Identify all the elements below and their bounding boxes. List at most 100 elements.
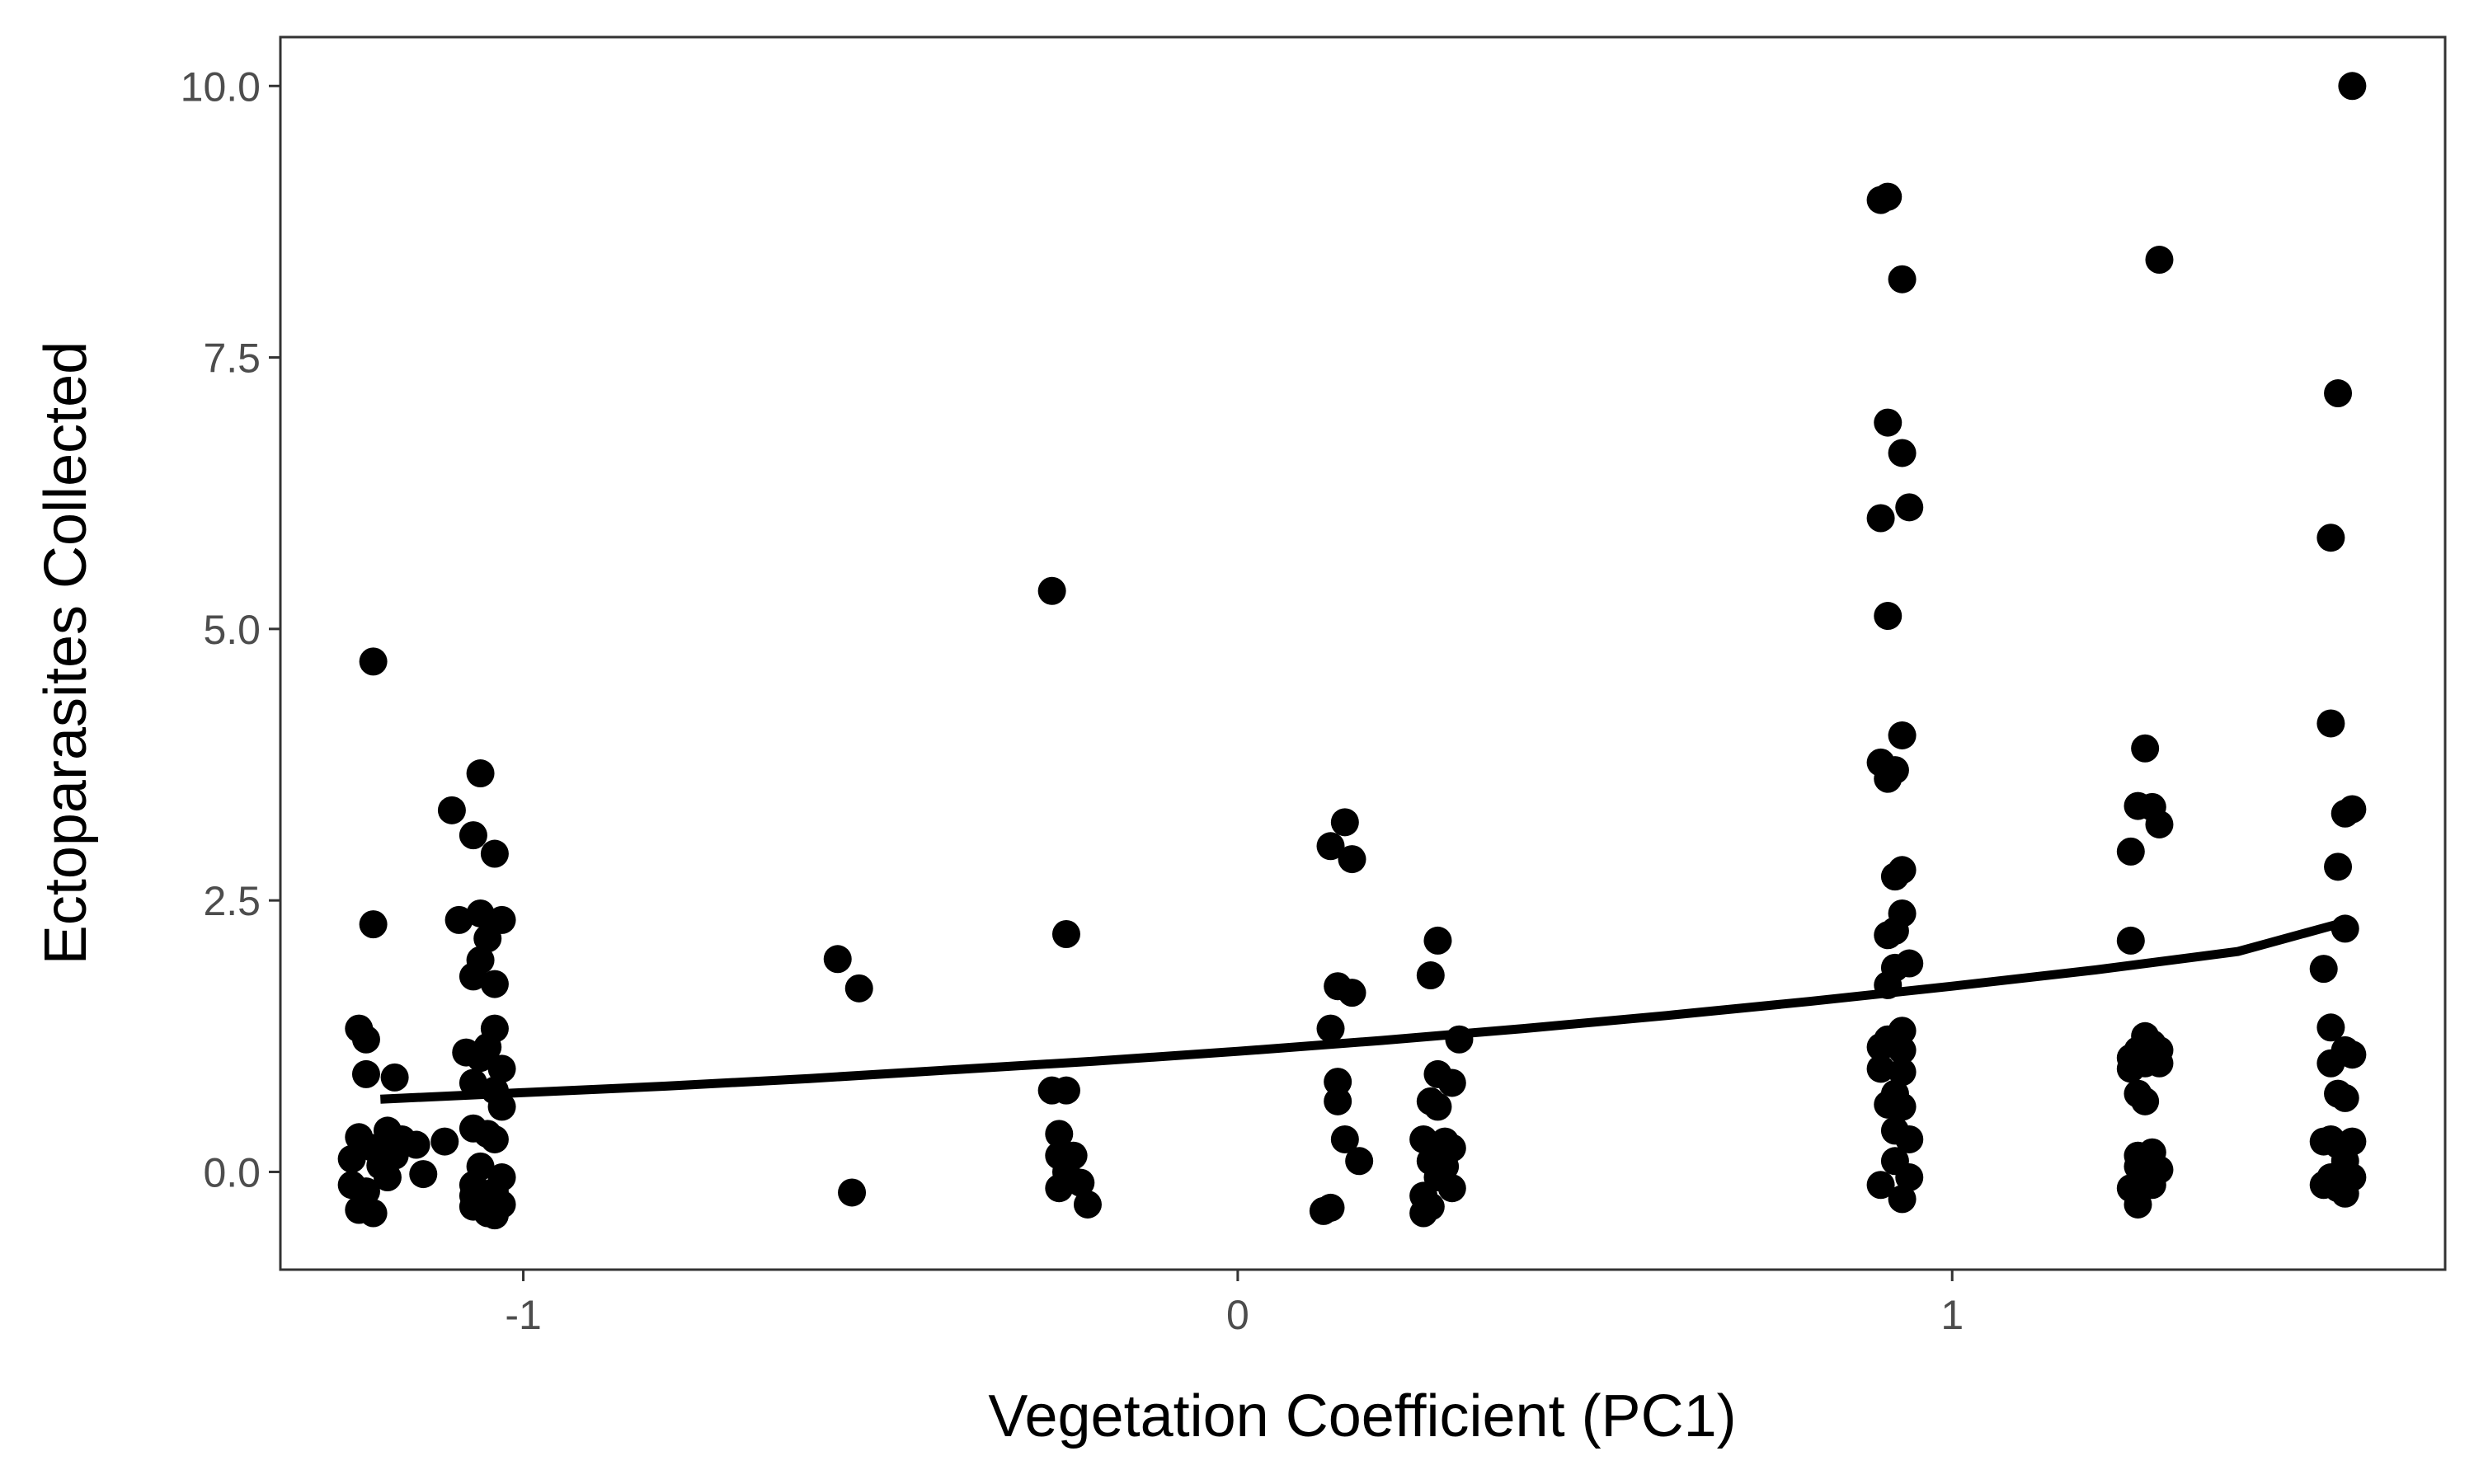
- data-point: [2131, 1087, 2160, 1115]
- data-point: [466, 759, 495, 788]
- data-point: [1066, 1168, 1095, 1197]
- data-point: [2131, 734, 2160, 763]
- data-point: [2324, 852, 2353, 881]
- data-point: [402, 1130, 430, 1159]
- data-point: [1051, 1076, 1080, 1105]
- data-point: [351, 1059, 380, 1088]
- data-point: [1880, 862, 1909, 891]
- data-point: [2316, 1049, 2345, 1078]
- y-tick-label: 7.5: [203, 336, 261, 382]
- trend-line: [380, 918, 2347, 1104]
- data-point: [1888, 721, 1917, 749]
- data-point: [1345, 1147, 1374, 1176]
- data-point: [380, 1063, 409, 1092]
- x-tick-label: -1: [505, 1292, 541, 1338]
- data-point: [1866, 1171, 1895, 1200]
- data-point: [480, 970, 509, 998]
- data-point: [1316, 832, 1345, 861]
- data-point: [1874, 408, 1903, 437]
- data-point: [1423, 1092, 1452, 1121]
- data-point: [1895, 493, 1924, 522]
- y-tick-label: 0.0: [203, 1149, 261, 1195]
- data-point: [1045, 1120, 1074, 1148]
- data-point: [1409, 1125, 1438, 1153]
- data-point: [1423, 926, 1452, 955]
- y-tick-label: 10.0: [181, 63, 261, 110]
- data-point: [2338, 72, 2367, 101]
- data-point: [1866, 504, 1895, 533]
- data-point: [1888, 1185, 1917, 1214]
- data-point: [359, 1199, 388, 1228]
- data-point: [2331, 1179, 2359, 1208]
- data-point: [2138, 1171, 2166, 1200]
- data-point: [373, 1163, 402, 1192]
- data-point: [838, 1178, 867, 1207]
- data-point: [1888, 265, 1917, 294]
- data-point: [1330, 808, 1359, 837]
- data-point: [1309, 1196, 1338, 1225]
- data-point: [2116, 1054, 2145, 1083]
- data-point: [380, 1141, 409, 1170]
- data-point: [1045, 1174, 1074, 1203]
- data-point: [1888, 1092, 1917, 1121]
- data-point: [487, 1054, 516, 1083]
- data-point: [459, 1181, 487, 1210]
- data-point: [459, 821, 487, 850]
- data-point: [1051, 919, 1080, 948]
- data-point: [2124, 1190, 2152, 1219]
- data-point: [2145, 246, 2174, 275]
- data-point: [2338, 1040, 2367, 1069]
- data-point: [466, 899, 495, 928]
- data-point: [1866, 1032, 1895, 1061]
- data-point: [1895, 1125, 1924, 1153]
- data-point: [337, 1144, 366, 1173]
- data-points: [337, 72, 2367, 1230]
- x-axis: -1 0 1: [505, 1270, 1964, 1338]
- data-point: [1316, 1014, 1345, 1043]
- data-point: [459, 1068, 487, 1097]
- data-point: [359, 910, 388, 939]
- y-tick-label: 2.5: [203, 878, 261, 924]
- data-point: [2316, 1013, 2345, 1042]
- y-axis-title: Ectoparasites Collected: [33, 341, 99, 965]
- data-point: [1888, 1058, 1917, 1087]
- data-point: [2145, 1049, 2174, 1078]
- data-point: [359, 647, 388, 676]
- data-point: [1416, 961, 1445, 990]
- data-point: [2116, 837, 2145, 866]
- data-point: [459, 962, 487, 991]
- data-point: [1874, 602, 1903, 631]
- data-point: [480, 1125, 509, 1153]
- data-point: [345, 1014, 374, 1043]
- plot-panel: [279, 35, 2447, 1271]
- data-point: [2145, 810, 2174, 838]
- data-point: [1338, 845, 1366, 874]
- data-point: [1888, 1036, 1917, 1064]
- data-point: [2116, 926, 2145, 955]
- data-point: [480, 1201, 509, 1230]
- data-point: [409, 1160, 438, 1189]
- data-point: [480, 839, 509, 868]
- data-point: [430, 1127, 459, 1156]
- data-point: [1324, 1087, 1352, 1115]
- data-point: [473, 924, 502, 953]
- data-point: [1874, 182, 1903, 211]
- data-point: [2309, 955, 2338, 984]
- x-axis-title: Vegetation Coefficient (PC1): [988, 1383, 1736, 1449]
- data-point: [487, 1092, 516, 1121]
- data-point: [2324, 379, 2353, 408]
- data-point: [1338, 979, 1366, 1007]
- data-point: [1895, 1163, 1924, 1192]
- data-point: [1866, 1054, 1895, 1083]
- y-axis: 0.0 2.5 5.0 7.5 10.0: [181, 63, 280, 1195]
- data-point: [2316, 524, 2345, 552]
- data-point: [2331, 799, 2359, 828]
- data-point: [1324, 1068, 1352, 1097]
- data-point: [444, 905, 473, 934]
- data-point: [1037, 576, 1066, 605]
- data-point: [1874, 764, 1903, 793]
- data-point: [1437, 1068, 1466, 1097]
- data-point: [1888, 439, 1917, 467]
- data-point: [2331, 1083, 2359, 1112]
